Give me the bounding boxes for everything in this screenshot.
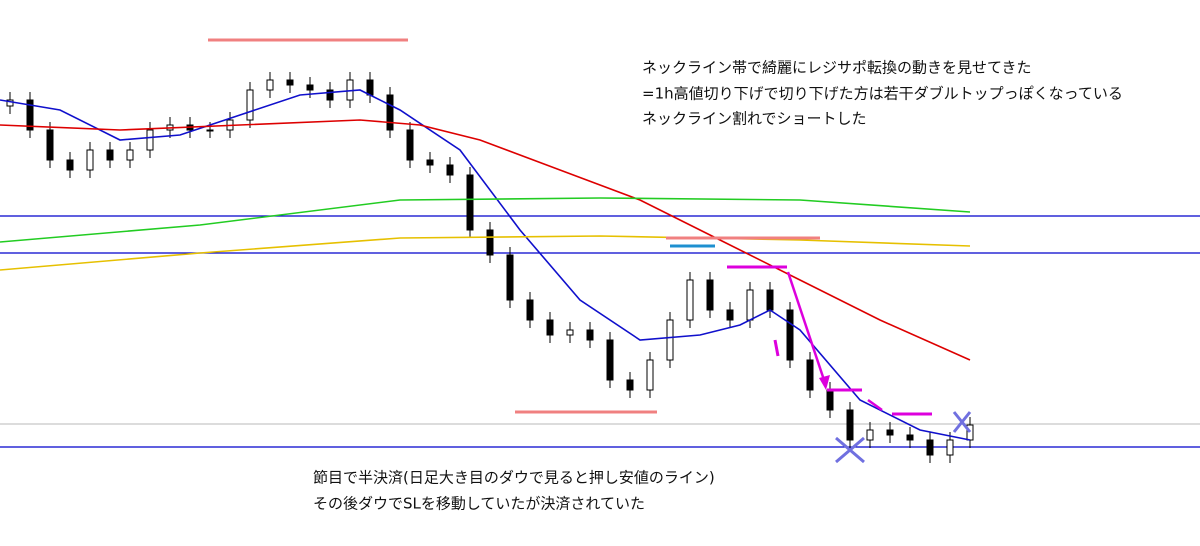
candle-body	[866, 429, 874, 441]
candle-body	[566, 329, 574, 336]
moving-average	[0, 235, 971, 271]
candle-body	[746, 289, 754, 321]
candle-body	[326, 89, 334, 101]
candle-body	[526, 299, 534, 321]
candle-body	[86, 149, 94, 171]
candle-body	[726, 309, 734, 321]
candle-body	[66, 159, 74, 171]
candle-body	[386, 94, 394, 131]
candle-body	[266, 79, 274, 91]
candle-body	[146, 129, 154, 151]
candle-body	[286, 79, 294, 86]
moving-average	[0, 197, 971, 243]
cross-mark	[835, 436, 865, 464]
arrow	[786, 271, 828, 387]
candle-body	[126, 149, 134, 161]
candle-body	[486, 229, 494, 256]
candle-body	[606, 339, 614, 381]
candle-body	[766, 289, 774, 311]
candle-body	[926, 439, 934, 456]
candle-body	[306, 84, 314, 91]
candle-body	[806, 359, 814, 391]
candle-body	[446, 164, 454, 176]
candle-body	[826, 389, 834, 411]
candle-body	[706, 279, 714, 311]
cross-mark	[952, 411, 972, 433]
candle-body	[106, 149, 114, 161]
annotation: ネックライン帯で綺麗にレジサポ転換の動きを見せてきた	[642, 59, 1032, 77]
candle-body	[886, 429, 894, 436]
candle-body	[6, 99, 14, 107]
candle-body	[686, 279, 694, 321]
candle-body	[846, 409, 854, 441]
candle-body	[246, 89, 254, 121]
candle-body	[406, 129, 414, 161]
candle-body	[626, 379, 634, 391]
candle-body	[666, 319, 674, 361]
candle-body	[946, 439, 954, 456]
candle-body	[546, 319, 554, 336]
candle-body	[506, 254, 514, 301]
annotation: その後ダウでSLを移動していたが決済されていた	[313, 495, 645, 513]
candle-body	[206, 129, 214, 132]
candle-body	[26, 99, 34, 131]
candle-body	[366, 79, 374, 96]
annotation: ネックライン割れでショートした	[642, 110, 867, 128]
arrow-head	[819, 375, 830, 390]
annotation: =1h高値切り下げで切り下げた方は若干ダブルトップっぽくなっている	[642, 85, 1123, 103]
candle-body	[46, 129, 54, 161]
arrow	[773, 339, 780, 357]
candle-body	[426, 159, 434, 166]
annotation: 節目で半決済(日足大き目のダウで見ると押し安値のライン)	[313, 469, 715, 487]
candle-body	[786, 309, 794, 361]
candle-body	[466, 174, 474, 231]
candle-body	[586, 329, 594, 341]
moving-average	[0, 89, 971, 441]
arrow	[867, 398, 883, 412]
moving-average	[0, 119, 971, 361]
candle-body	[646, 359, 654, 391]
drawings	[208, 38, 972, 464]
candle-body	[906, 434, 914, 441]
